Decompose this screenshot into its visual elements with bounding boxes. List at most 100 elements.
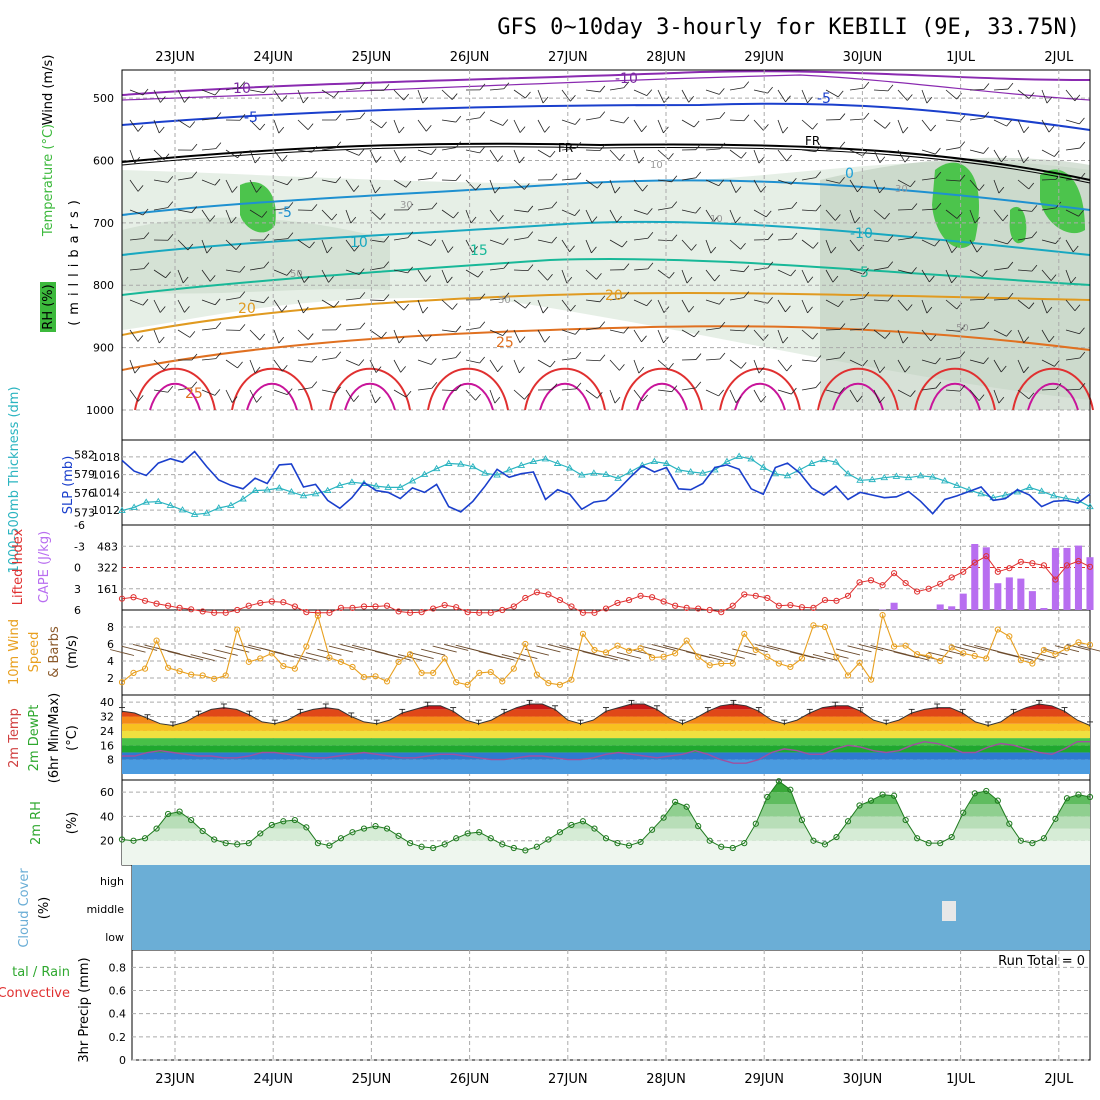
wind-barb bbox=[263, 296, 270, 303]
wind-barb bbox=[951, 246, 958, 253]
wind-barb bbox=[887, 235, 894, 242]
wind-speed-point bbox=[453, 679, 460, 686]
pressure-tick-label: 600 bbox=[93, 154, 114, 167]
thickness-point bbox=[348, 478, 356, 485]
wind-barb-10m bbox=[1077, 645, 1100, 652]
wind-barb bbox=[921, 239, 935, 247]
wind-speed-point bbox=[718, 660, 725, 667]
wind-barb bbox=[297, 177, 312, 181]
wind-barb bbox=[369, 179, 376, 194]
wind-barb bbox=[801, 387, 816, 391]
wind-barb bbox=[873, 329, 886, 339]
wind-barb bbox=[1050, 274, 1057, 281]
wind-barb bbox=[422, 96, 429, 104]
rh2m-point bbox=[234, 841, 241, 848]
thickness-point bbox=[892, 472, 901, 479]
date-label-bottom: 30JUN bbox=[843, 1072, 883, 1087]
thickness-point bbox=[263, 486, 271, 493]
wind-speed-point bbox=[326, 654, 333, 661]
wind-barb bbox=[830, 246, 837, 254]
wind-barb bbox=[729, 329, 744, 332]
wind-barb-10m bbox=[386, 653, 411, 661]
wind-barb bbox=[801, 359, 816, 362]
wind-barb bbox=[259, 333, 266, 341]
wind-barb bbox=[585, 89, 600, 93]
lifted-index-point bbox=[303, 609, 310, 616]
wind-barb bbox=[1079, 327, 1085, 335]
wind-barb bbox=[791, 201, 798, 209]
date-label-bottom: 29JUN bbox=[744, 1072, 784, 1087]
wind-barb bbox=[753, 267, 768, 271]
temp-contour-30 bbox=[1012, 367, 1094, 411]
wind-barb bbox=[1028, 392, 1035, 400]
wind-barb bbox=[969, 149, 984, 154]
wind-barb-10m bbox=[951, 645, 976, 653]
wind-barb bbox=[884, 212, 890, 220]
wind-speed-point bbox=[476, 669, 483, 677]
wind-barb bbox=[897, 389, 911, 397]
wind-barb bbox=[215, 142, 222, 149]
wind-barb bbox=[129, 299, 144, 306]
wind-barb bbox=[489, 389, 496, 404]
cloud-ylabel-b: (%) bbox=[37, 897, 52, 920]
wind-barb bbox=[383, 261, 390, 268]
wind-barb bbox=[398, 126, 405, 134]
lifted-index-point bbox=[245, 602, 252, 609]
wind-barb-10m bbox=[835, 648, 861, 656]
wind-barb bbox=[647, 231, 654, 239]
wind-barb-10m bbox=[294, 654, 319, 661]
wind-barb-10m bbox=[109, 649, 135, 656]
wind-barb bbox=[585, 359, 601, 362]
wind-barb bbox=[502, 119, 509, 126]
wind-barb bbox=[441, 147, 456, 151]
wind-speed-point bbox=[729, 660, 736, 667]
lifted-index-point bbox=[775, 602, 782, 609]
rh2m-point bbox=[453, 835, 460, 842]
rh2m-point bbox=[487, 835, 494, 842]
wind-barb-10m bbox=[190, 654, 215, 661]
rh2m-point bbox=[337, 835, 345, 842]
rh2m-point bbox=[914, 835, 921, 842]
wind-barb bbox=[479, 146, 486, 154]
wind-speed-point bbox=[1029, 660, 1036, 667]
thickness-point bbox=[650, 457, 659, 465]
wind-barb bbox=[930, 124, 937, 132]
wind-barb bbox=[623, 81, 630, 89]
wind-barb bbox=[777, 389, 792, 395]
date-label-top: 2JUL bbox=[1044, 50, 1074, 65]
cape-bar bbox=[1063, 547, 1071, 610]
wind-barb bbox=[465, 389, 476, 401]
wind-barb bbox=[353, 185, 360, 192]
wind-barb bbox=[1023, 366, 1029, 374]
wind-barb bbox=[921, 359, 936, 365]
wind-barb bbox=[321, 89, 335, 98]
wind-barb bbox=[686, 276, 693, 284]
wind-barb-10m bbox=[432, 645, 457, 653]
wind-barb bbox=[599, 354, 606, 361]
wind-barb bbox=[969, 298, 985, 301]
wind-barb bbox=[609, 329, 624, 334]
wind-barb bbox=[1065, 119, 1080, 125]
wind-barb bbox=[633, 359, 640, 374]
wind-barb bbox=[273, 179, 288, 186]
cape-bar bbox=[982, 547, 990, 610]
wind-barb bbox=[273, 329, 280, 344]
wind-barb bbox=[609, 389, 616, 404]
rh2m-point bbox=[153, 825, 160, 832]
wind-barb bbox=[425, 275, 432, 282]
wind-barb bbox=[359, 292, 366, 299]
wind-barb bbox=[345, 239, 355, 252]
contour-line bbox=[121, 220, 1091, 256]
wind-barb bbox=[807, 276, 814, 283]
contour-label: 50 bbox=[290, 269, 303, 280]
wind-barb-10m bbox=[743, 645, 768, 653]
wind-barb bbox=[887, 294, 894, 302]
wind-barb bbox=[1028, 92, 1035, 99]
temp-tick-label: 32 bbox=[100, 711, 114, 724]
wind-barb bbox=[753, 329, 764, 341]
wind-barb bbox=[513, 389, 525, 400]
wind-barb bbox=[969, 179, 980, 191]
wind-barb bbox=[542, 96, 549, 104]
upper-ylabel-mb: (millibars) bbox=[67, 194, 82, 326]
lifted-index-point bbox=[879, 582, 886, 589]
